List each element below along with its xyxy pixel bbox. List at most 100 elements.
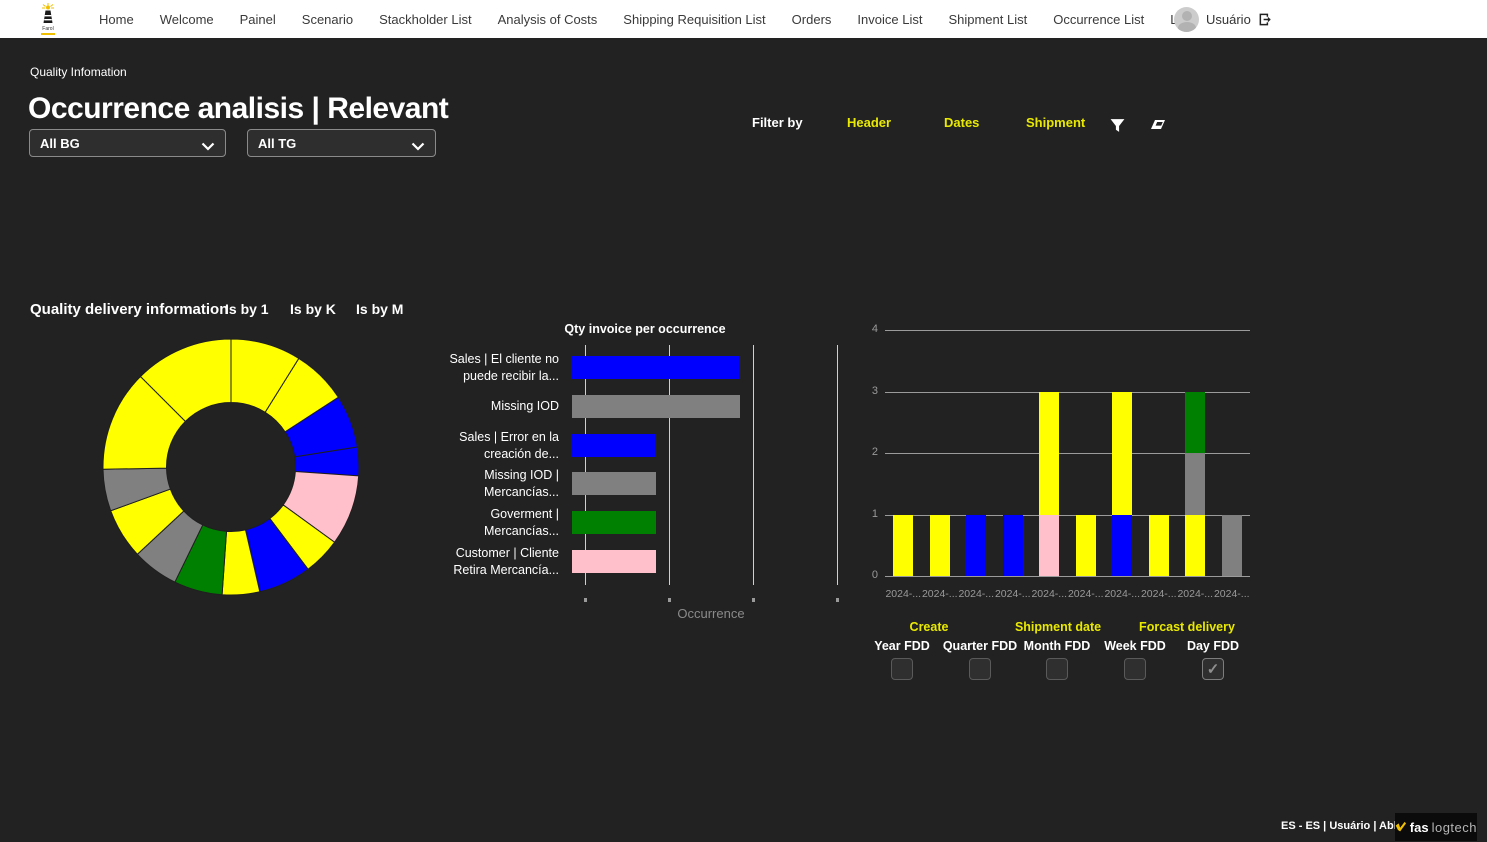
nav-item-orders[interactable]: Orders bbox=[791, 11, 832, 27]
vbar-xlabel-8: 2024-... bbox=[1177, 588, 1214, 600]
vbar-bar-4-segment-0 bbox=[1039, 514, 1060, 576]
vbar-xlabel-0: 2024-... bbox=[885, 588, 922, 600]
hbar-axis-tick bbox=[584, 598, 587, 602]
bg-filter-select[interactable]: All BG bbox=[29, 129, 226, 157]
vbar-bar-7-segment-0 bbox=[1148, 514, 1169, 576]
nav-item-home[interactable]: Home bbox=[99, 11, 134, 27]
tab-is-by-1[interactable]: Is by 1 bbox=[225, 301, 269, 317]
donut-segment-13 bbox=[139, 338, 232, 423]
hbar-category-label: Missing IOD | Mercancías... bbox=[483, 468, 559, 499]
nav-item-welcome[interactable]: Welcome bbox=[159, 11, 214, 27]
checkbox-label-year-fdd: Year FDD bbox=[874, 639, 930, 653]
brand-caption: Farol bbox=[42, 26, 54, 32]
top-navbar: Farol Home Welcome Painel Scenario Stackhold… bbox=[0, 0, 1487, 38]
checkbox-year-fdd[interactable] bbox=[891, 658, 913, 680]
vbar-xlabel-1: 2024-... bbox=[921, 588, 958, 600]
hbar-category-label: Missing IOD bbox=[490, 399, 559, 414]
vbar-xlabel-9: 2024-... bbox=[1213, 588, 1250, 600]
bg-filter-value: All BG bbox=[40, 135, 80, 151]
hbar-bar-3 bbox=[572, 472, 656, 495]
hbar-gridline-0 bbox=[585, 345, 586, 585]
vbar-ytick-3: 3 bbox=[871, 384, 878, 397]
hbar-row-3: Missing IOD | Mercancías... bbox=[445, 464, 857, 503]
nav-item-invoice-list[interactable]: Invoice List bbox=[857, 11, 923, 27]
tab-is-by-k[interactable]: Is by K bbox=[290, 301, 336, 317]
occurrence-by-date-bar-chart: 4 3 2 1 0 2024-... 2024-... 2024-... 2024-... 202… bbox=[860, 320, 1260, 620]
vbar-xlabel-4: 2024-... bbox=[1031, 588, 1068, 600]
tg-filter-select[interactable]: All TG bbox=[247, 129, 436, 157]
hbar-row-1: Missing IOD bbox=[445, 387, 857, 426]
eraser-icon bbox=[1151, 120, 1165, 129]
hbar-category-label: Goverment | Mercancías... bbox=[483, 507, 559, 538]
lighthouse-icon bbox=[42, 3, 54, 23]
logout-icon[interactable] bbox=[1258, 12, 1273, 27]
vbar-xlabel-6: 2024-... bbox=[1104, 588, 1141, 600]
filter-option-shipment[interactable]: Shipment bbox=[1026, 115, 1086, 130]
nav-item-painel[interactable]: Painel bbox=[239, 11, 276, 27]
logo-text-logtech: logtech bbox=[1431, 819, 1477, 835]
fas-check-icon bbox=[1395, 821, 1407, 832]
checkbox-quarter-fdd[interactable] bbox=[969, 658, 991, 680]
section-eyebrow: Quality Infomation bbox=[30, 65, 127, 79]
vbar-bar-7 bbox=[1148, 514, 1169, 576]
nav-item-stackholder-list[interactable]: Stackholder List bbox=[379, 11, 472, 27]
vbar-gridline-2 bbox=[885, 453, 1250, 454]
vbar-bar-9 bbox=[1221, 514, 1242, 576]
nav-item-analysis-of-costs[interactable]: Analysis of Costs bbox=[497, 11, 598, 27]
hbar-gridline-1 bbox=[669, 345, 670, 585]
vbar-bar-8-segment-2 bbox=[1185, 391, 1206, 453]
hbar-bar-5 bbox=[572, 550, 656, 573]
vbar-gridline-1 bbox=[885, 514, 1250, 516]
vbar-bar-8 bbox=[1185, 391, 1206, 576]
filter-group-create: Create bbox=[909, 620, 949, 634]
hbar-category-label: Sales | Error en la creación de... bbox=[459, 430, 559, 461]
hbar-x-axis-label: Occurrence bbox=[677, 606, 745, 621]
nav-item-shipping-requisition-list[interactable]: Shipping Requisition List bbox=[623, 11, 766, 27]
checkbox-week-fdd[interactable] bbox=[1124, 658, 1146, 680]
vbar-bar-2 bbox=[966, 514, 987, 576]
donut-chart bbox=[102, 338, 360, 596]
hbar-gridline-3 bbox=[837, 345, 838, 585]
nav-item-shipment-list[interactable]: Shipment List bbox=[948, 11, 1028, 27]
hbar-row-4: Goverment | Mercancías... bbox=[445, 503, 857, 542]
vbar-bar-1-segment-0 bbox=[929, 514, 950, 576]
hbar-axis-tick bbox=[668, 598, 671, 602]
checkbox-month-fdd[interactable] bbox=[1046, 658, 1068, 680]
user-menu[interactable]: Usuário bbox=[1174, 0, 1273, 38]
date-granularity-filters: Create Shipment date Forcast delivery Year … bbox=[860, 620, 1260, 695]
vbar-bar-4-segment-1 bbox=[1039, 391, 1060, 515]
quality-section-title: Quality delivery information bbox=[30, 301, 229, 318]
brand-underline bbox=[41, 33, 55, 35]
vbar-bar-8-segment-0 bbox=[1185, 514, 1206, 576]
farol-logo[interactable]: Farol bbox=[30, 3, 66, 35]
fas-logtech-logo: fas logtech bbox=[1395, 813, 1477, 841]
nav-item-scenario[interactable]: Scenario bbox=[301, 11, 354, 27]
filter-button[interactable] bbox=[1109, 117, 1127, 135]
filter-group-forcast-delivery: Forcast delivery bbox=[1139, 620, 1235, 634]
hbar-category-label: Customer | Cliente Retira Mercancía... bbox=[453, 546, 559, 577]
vbar-gridline-0 bbox=[885, 576, 1250, 577]
vbar-xlabel-3: 2024-... bbox=[994, 588, 1031, 600]
chevron-down-icon bbox=[201, 142, 215, 151]
tab-is-by-m[interactable]: Is by M bbox=[356, 301, 404, 317]
hbar-bar-1 bbox=[572, 395, 740, 418]
filter-group-shipment-date: Shipment date bbox=[1014, 620, 1102, 634]
checkbox-label-month-fdd: Month FDD bbox=[1023, 639, 1091, 653]
nav-item-occurrence-list[interactable]: Occurrence List bbox=[1053, 11, 1145, 27]
vbar-bar-3 bbox=[1002, 514, 1023, 576]
checkbox-day-fdd[interactable]: ✓ bbox=[1202, 658, 1224, 680]
vbar-bar-6-segment-1 bbox=[1112, 391, 1133, 515]
checkbox-label-day-fdd: Day FDD bbox=[1186, 639, 1240, 653]
vbar-bar-5-segment-0 bbox=[1075, 514, 1096, 576]
filter-by-label: Filter by bbox=[752, 115, 803, 130]
vbar-bar-6 bbox=[1112, 391, 1133, 576]
clear-filter-button[interactable] bbox=[1149, 117, 1167, 135]
vbar-bar-3-segment-0 bbox=[1002, 514, 1023, 576]
checkbox-label-quarter-fdd: Quarter FDD bbox=[942, 639, 1018, 653]
vbar-ytick-0: 0 bbox=[871, 569, 878, 581]
vbar-bar-6-segment-0 bbox=[1112, 514, 1133, 576]
tg-filter-value: All TG bbox=[258, 135, 297, 151]
hbar-category-label: Sales | El cliente no puede recibir la..… bbox=[449, 352, 559, 383]
filter-option-dates[interactable]: Dates bbox=[944, 115, 980, 130]
filter-option-header[interactable]: Header bbox=[847, 115, 892, 130]
